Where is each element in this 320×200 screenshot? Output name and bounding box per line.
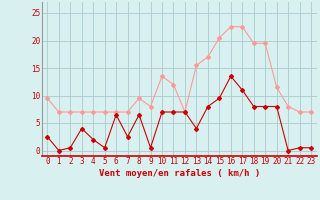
X-axis label: Vent moyen/en rafales ( km/h ): Vent moyen/en rafales ( km/h ) bbox=[99, 169, 260, 178]
